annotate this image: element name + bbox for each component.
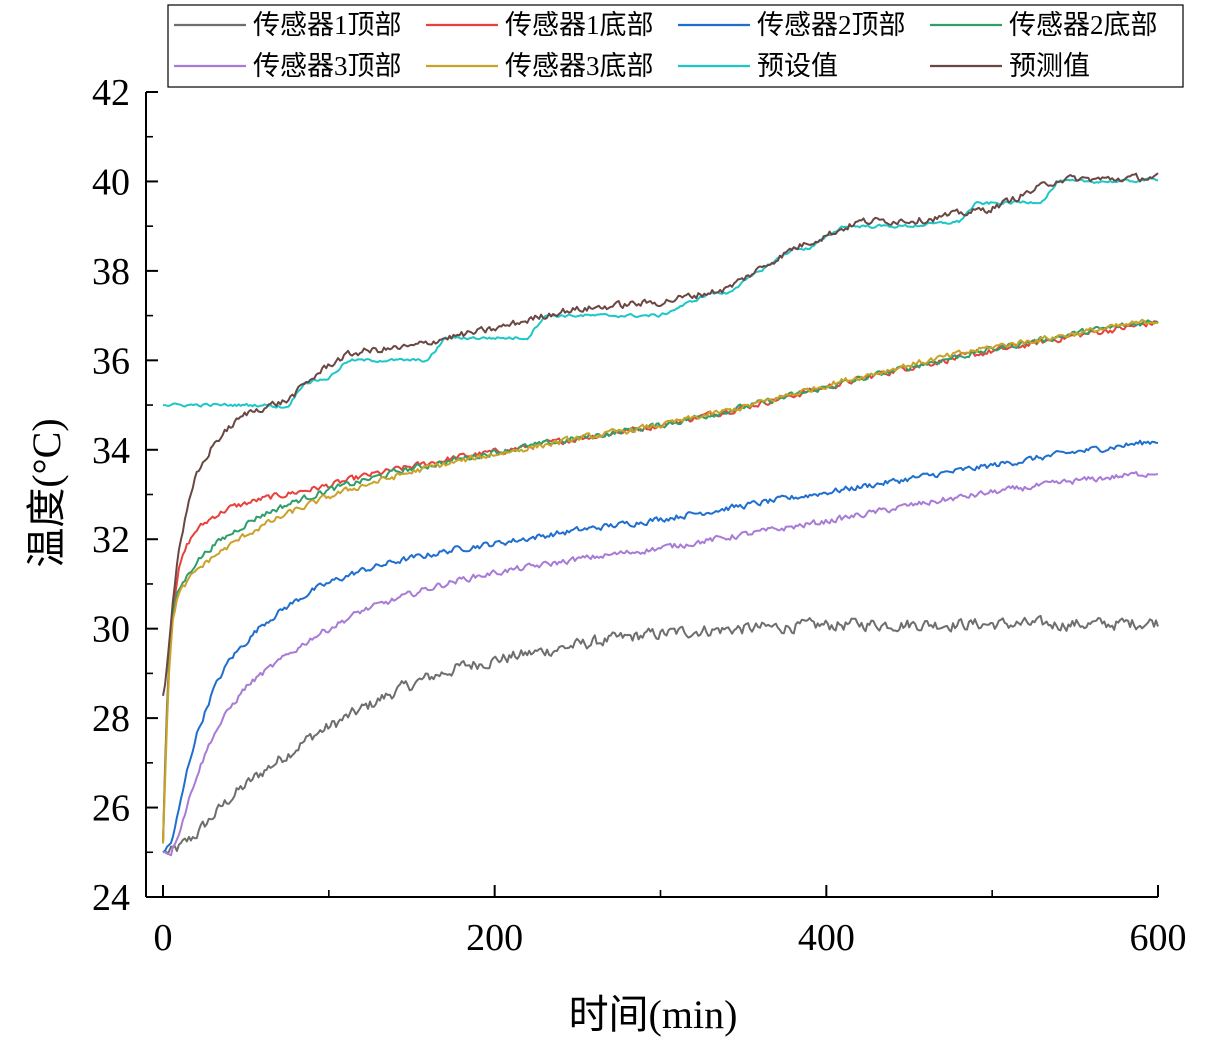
legend-label: 传感器2底部 bbox=[1009, 10, 1158, 40]
legend-label: 传感器1顶部 bbox=[253, 10, 402, 40]
series-line-3 bbox=[162, 439, 1159, 854]
x-tick-label: 400 bbox=[798, 917, 855, 959]
legend-label: 传感器2顶部 bbox=[757, 10, 906, 40]
x-tick-label: 0 bbox=[154, 917, 173, 959]
series-line-5 bbox=[162, 471, 1158, 857]
series-line-4 bbox=[162, 319, 1159, 844]
y-tick-label: 30 bbox=[92, 609, 130, 651]
y-axis-title: 温度(°C) bbox=[24, 418, 69, 567]
legend-box bbox=[167, 4, 1184, 88]
legend-label: 传感器3顶部 bbox=[253, 51, 402, 81]
y-tick-label: 32 bbox=[92, 519, 130, 561]
series-layer bbox=[162, 172, 1159, 857]
y-tick-label: 34 bbox=[92, 430, 130, 472]
legend-label: 预设值 bbox=[757, 51, 838, 81]
y-tick-label: 28 bbox=[92, 698, 130, 740]
y-tick-label: 24 bbox=[92, 877, 130, 919]
series-line-8 bbox=[162, 172, 1159, 696]
series-line-7 bbox=[163, 177, 1159, 409]
y-tick-label: 26 bbox=[92, 788, 130, 830]
legend-label: 预测值 bbox=[1009, 51, 1090, 81]
axes bbox=[145, 92, 1158, 898]
ticks: 24 26 28 30 32 34 36 38 40 42 0 200 400 600 bbox=[92, 72, 1187, 959]
y-tick-label: 38 bbox=[92, 251, 130, 293]
y-tick-label: 42 bbox=[92, 72, 130, 114]
series-line-2 bbox=[162, 320, 1159, 844]
series-line-1 bbox=[162, 614, 1159, 855]
legend-label: 传感器1底部 bbox=[505, 10, 654, 40]
legend-label: 传感器3底部 bbox=[505, 51, 654, 81]
y-tick-label: 40 bbox=[92, 161, 130, 203]
y-tick-label: 36 bbox=[92, 340, 130, 382]
x-tick-label: 600 bbox=[1130, 917, 1187, 959]
series-line-6 bbox=[162, 318, 1159, 844]
x-axis-title: 时间(min) bbox=[569, 992, 738, 1037]
x-tick-label: 200 bbox=[466, 917, 523, 959]
